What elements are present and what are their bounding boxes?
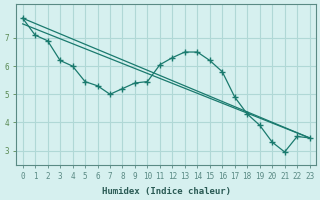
X-axis label: Humidex (Indice chaleur): Humidex (Indice chaleur) [102,187,231,196]
